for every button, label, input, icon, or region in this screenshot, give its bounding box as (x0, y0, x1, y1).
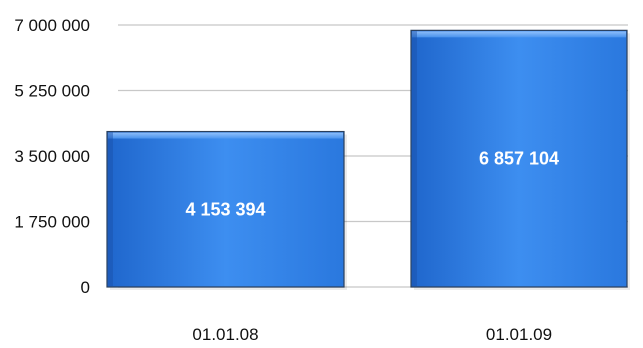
bar-top-highlight (412, 31, 626, 38)
y-tick-label: 3 500 000 (14, 147, 90, 166)
x-category-label: 01.01.09 (486, 325, 552, 344)
bar-left-shade (412, 31, 417, 287)
bar-top-highlight (108, 132, 343, 139)
x-axis-category-labels: 01.01.08 01.01.09 (192, 325, 552, 344)
bar-value-label: 6 857 104 (479, 149, 559, 169)
bar (106, 130, 345, 288)
y-tick-label: 1 750 000 (14, 213, 90, 232)
y-tick-label: 5 250 000 (14, 82, 90, 101)
bar-left-shade (108, 132, 113, 286)
bar (410, 29, 628, 288)
y-tick-label: 7 000 000 (14, 16, 90, 35)
y-tick-label: 0 (81, 278, 90, 297)
x-category-label: 01.01.08 (192, 325, 258, 344)
y-axis-tick-labels: 0 1 750 000 3 500 000 5 250 000 7 000 000 (14, 16, 90, 297)
bars: 4 153 394 6 857 104 (106, 29, 630, 291)
bar-group: 6 857 104 (410, 29, 630, 291)
bar-value-label: 4 153 394 (185, 199, 265, 219)
bar-group: 4 153 394 (106, 130, 347, 290)
